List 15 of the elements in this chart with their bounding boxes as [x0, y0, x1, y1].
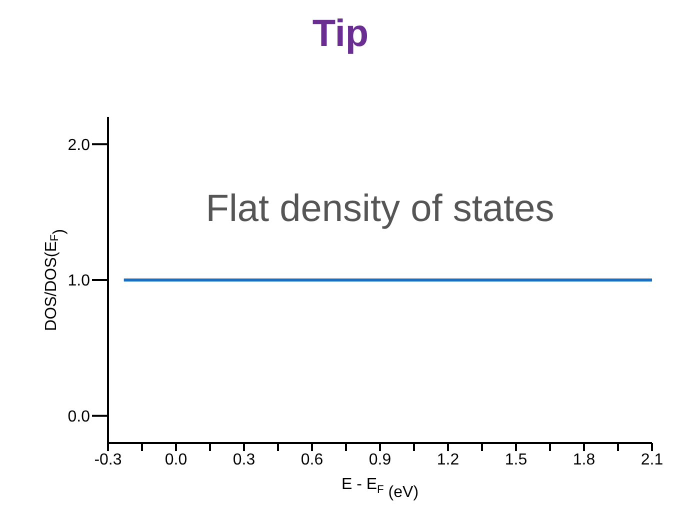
y-tick-label: 0.0 [68, 408, 90, 426]
x-axis-title: E - E$_{F}$ (eV) [341, 476, 419, 501]
x-tick-label: 1.8 [572, 451, 596, 468]
x-tick-label: 0.3 [232, 451, 256, 468]
x-tick-label: 0.0 [164, 451, 188, 468]
chart-title: Tip [311, 13, 370, 56]
x-tick-label: 0.6 [300, 451, 324, 468]
x-tick-label: -0.3 [94, 451, 122, 468]
y-tick-label: 1.0 [68, 272, 90, 290]
annotation: Flat density of states [204, 188, 556, 231]
y-tick-label: 2.0 [68, 136, 90, 154]
x-tick-label: 1.5 [504, 451, 528, 468]
x-tick-label: 0.9 [368, 451, 392, 468]
x-tick-label: 1.2 [436, 451, 460, 468]
x-tick-label: 2.1 [640, 451, 664, 468]
